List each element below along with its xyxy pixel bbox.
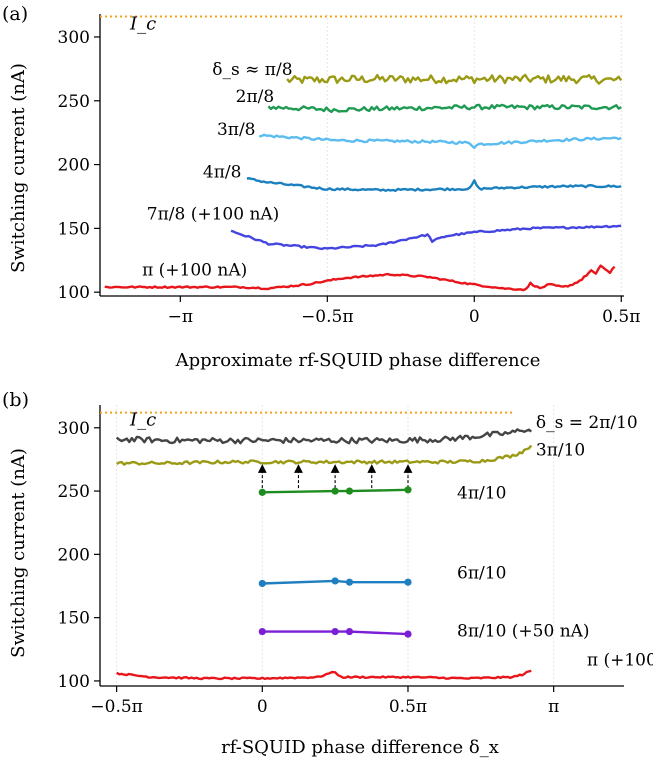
series-label: 7π/8 (+100 nA): [147, 204, 280, 224]
data-point: [258, 627, 266, 636]
series-line: [104, 264, 616, 292]
series-line: [116, 444, 533, 466]
panel-b-ylabel: Switching current (nA): [8, 448, 29, 658]
series-line: [262, 630, 409, 636]
y-tick-label: 200: [58, 545, 90, 565]
series-line: [286, 73, 623, 85]
series-line: [230, 224, 622, 251]
series-line: [267, 103, 622, 114]
series-label: 3π/8: [217, 120, 256, 140]
y-tick-label: 200: [58, 156, 90, 176]
data-point: [404, 578, 412, 586]
series-line: [258, 133, 622, 149]
x-tick-label: 0: [257, 697, 268, 717]
series-label: δ_s ≈ π/8: [212, 60, 292, 80]
y-tick-label: 150: [58, 609, 90, 629]
series-label: 6π/10: [457, 563, 506, 583]
panel-b: (b) Switching current (nA) rf-SQUID phas…: [2, 389, 653, 758]
ic-label: I_c: [129, 410, 156, 431]
series-label: δ_s = 2π/10: [536, 413, 638, 433]
y-tick-label: 250: [58, 92, 90, 112]
y-tick-label: 300: [58, 419, 90, 439]
series-line: [115, 428, 533, 445]
x-tick-label: π: [548, 697, 559, 717]
series-label: π (+100 nA): [142, 261, 247, 281]
x-tick-label: −π: [168, 307, 193, 327]
x-tick-label: 0.5π: [602, 307, 640, 327]
y-tick-label: 250: [58, 482, 90, 502]
data-point: [404, 630, 412, 638]
data-point: [258, 579, 266, 588]
data-point: [258, 488, 266, 496]
series-line: [262, 488, 409, 494]
x-tick-label: 0: [469, 307, 480, 327]
y-tick-label: 300: [58, 28, 90, 48]
series-label: 2π/8: [236, 87, 275, 107]
series-line: [116, 669, 532, 681]
data-point: [331, 577, 339, 585]
x-tick-label: −0.5π: [301, 307, 353, 327]
y-tick-label: 100: [58, 672, 90, 692]
series-label: 8π/10 (+50 nA): [457, 622, 590, 642]
panel-a: (a) Switching current (nA) Approximate r…: [2, 3, 640, 371]
data-point: [345, 487, 354, 495]
panel-a-ylabel: Switching current (nA): [8, 63, 29, 273]
data-point: [404, 486, 412, 494]
y-tick-label: 150: [58, 219, 90, 239]
series-label: π (+100 nA): [587, 651, 653, 671]
x-tick-label: −0.5π: [90, 697, 142, 717]
x-tick-label: 0.5π: [389, 697, 427, 717]
ic-label: I_c: [129, 14, 156, 35]
data-point: [345, 578, 354, 586]
panel-b-label: (b): [2, 389, 29, 411]
panel-a-label: (a): [2, 3, 28, 25]
panel-a-xlabel: Approximate rf-SQUID phase difference: [175, 350, 541, 371]
series-label: 4π/8: [203, 162, 242, 182]
data-point: [345, 627, 354, 636]
series-label: 4π/10: [457, 484, 506, 504]
data-point: [331, 627, 339, 636]
y-tick-label: 100: [58, 283, 90, 303]
panel-b-xlabel: rf-SQUID phase difference δ_x: [221, 737, 499, 758]
series-line: [262, 579, 408, 585]
series-label: 3π/10: [536, 441, 585, 461]
series-line: [246, 177, 622, 192]
data-point: [331, 487, 339, 495]
